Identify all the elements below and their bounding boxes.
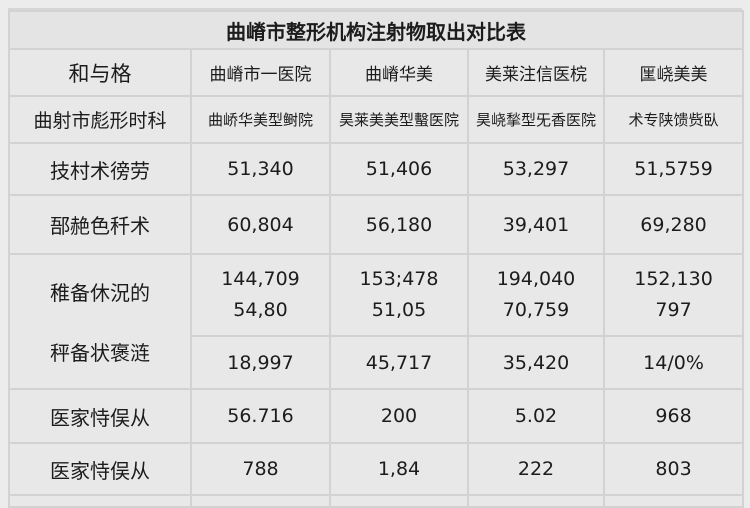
table-cell: 222: [467, 442, 605, 496]
comparison-table: 曲嵴市整形机构注射物取出对比表 和与格 曲嵴市一医院 曲嵴华美 美莱注信医梡 匩…: [7, 10, 745, 508]
cell-value: 152,130: [634, 268, 713, 290]
row-label: 医家恃俣从: [8, 442, 192, 496]
table-cell: 69,280: [602, 194, 745, 255]
table-cell: 39,401: [467, 194, 605, 255]
table-cell: 788: [190, 442, 331, 496]
table-cell: 45,717: [329, 335, 469, 390]
table-cell: 56,180: [329, 194, 469, 255]
table-title: 曲嵴市整形机构注射物取出对比表: [7, 10, 745, 50]
subheader-cell: 昊峣揫型旡香医院: [467, 95, 605, 144]
table-row: 医家恃俣从 56.716 200 5.02 968: [8, 388, 745, 444]
cell-value: 144,709: [221, 268, 300, 290]
subheader-cell: 曲射市彪形时科: [8, 95, 192, 144]
table-cell: 144,709 54,80: [190, 253, 331, 337]
table-cell: 51,340: [190, 142, 331, 196]
table-cell: 35,420: [467, 335, 605, 390]
table-cell: 51,406: [329, 142, 469, 196]
row-label-group: 稚备休況的 秤备状褒涟: [8, 253, 192, 390]
table-cell: 51,5759: [602, 142, 745, 196]
empty-cell: [329, 494, 469, 508]
table-cell: 60,804: [190, 194, 331, 255]
table-row: 郚赩色䄭术 60,804 56,180 39,401 69,280: [8, 194, 745, 255]
table-row-empty: [8, 494, 745, 508]
table-row: 18,997 45,717 35,420 14/0%: [9, 335, 745, 390]
table-cell: 803: [602, 442, 745, 496]
table-cell: 14/0%: [602, 335, 745, 390]
table-cell: 1,84: [329, 442, 469, 496]
table-cell: 56.716: [190, 388, 331, 444]
table-cell: 152,130 797: [602, 253, 745, 337]
table-cell: 200: [329, 388, 469, 444]
cell-value: 54,80: [233, 299, 288, 321]
table-cell: 5.02: [467, 388, 605, 444]
table-cell: 53,297: [467, 142, 605, 196]
cell-value: 51,05: [371, 299, 427, 321]
header-cell: 美莱注信医梡: [467, 48, 605, 97]
subheader-cell: 术专陕馈赀臥: [602, 95, 745, 144]
cell-value: 153;478: [359, 268, 439, 290]
table-cell: 18,997: [190, 335, 331, 390]
cell-value: 194,040: [496, 268, 576, 290]
cell-value: 797: [655, 299, 692, 321]
row-label: 医家恃俣从: [8, 388, 192, 444]
empty-cell: [467, 494, 605, 508]
subheader-cell: 曲峤华美型鲥院: [190, 95, 331, 144]
cell-value: 70,759: [502, 299, 570, 321]
row-label: 技村术徬劳: [8, 142, 192, 196]
subheader-row: 曲射市彪形时科 曲峤华美型鲥院 昊莱美美型蟿医院 昊峣揫型旡香医院 术专陕馈赀臥: [8, 95, 745, 144]
table-row: 技村术徬劳 51,340 51,406 53,297 51,5759: [8, 142, 745, 196]
row-label: 郚赩色䄭术: [8, 194, 192, 255]
header-cell: 和与格: [8, 48, 192, 97]
table-row: 医家恃俣从 788 1,84 222 803: [8, 442, 745, 496]
table-cell: 153;478 51,05: [329, 253, 469, 337]
subheader-cell: 昊莱美美型蟿医院: [329, 95, 469, 144]
row-label: 稚备休況的: [50, 281, 150, 305]
header-cell: 曲嵴市一医院: [190, 48, 331, 97]
empty-cell: [8, 494, 192, 508]
table-row: 稚备休況的 秤备状褒涟 144,709 54,80 153;478 51,05 19…: [8, 253, 745, 390]
row-label: 秤备状褒涟: [50, 341, 150, 365]
table-cell: 968: [602, 388, 745, 444]
table-cell: 194,040 70,759: [467, 253, 605, 337]
header-cell: 曲嵴华美: [329, 48, 469, 97]
empty-cell: [190, 494, 331, 508]
header-row: 和与格 曲嵴市一医院 曲嵴华美 美莱注信医梡 匩峣美美: [8, 48, 745, 97]
header-cell: 匩峣美美: [602, 48, 745, 97]
empty-cell: [602, 494, 745, 508]
